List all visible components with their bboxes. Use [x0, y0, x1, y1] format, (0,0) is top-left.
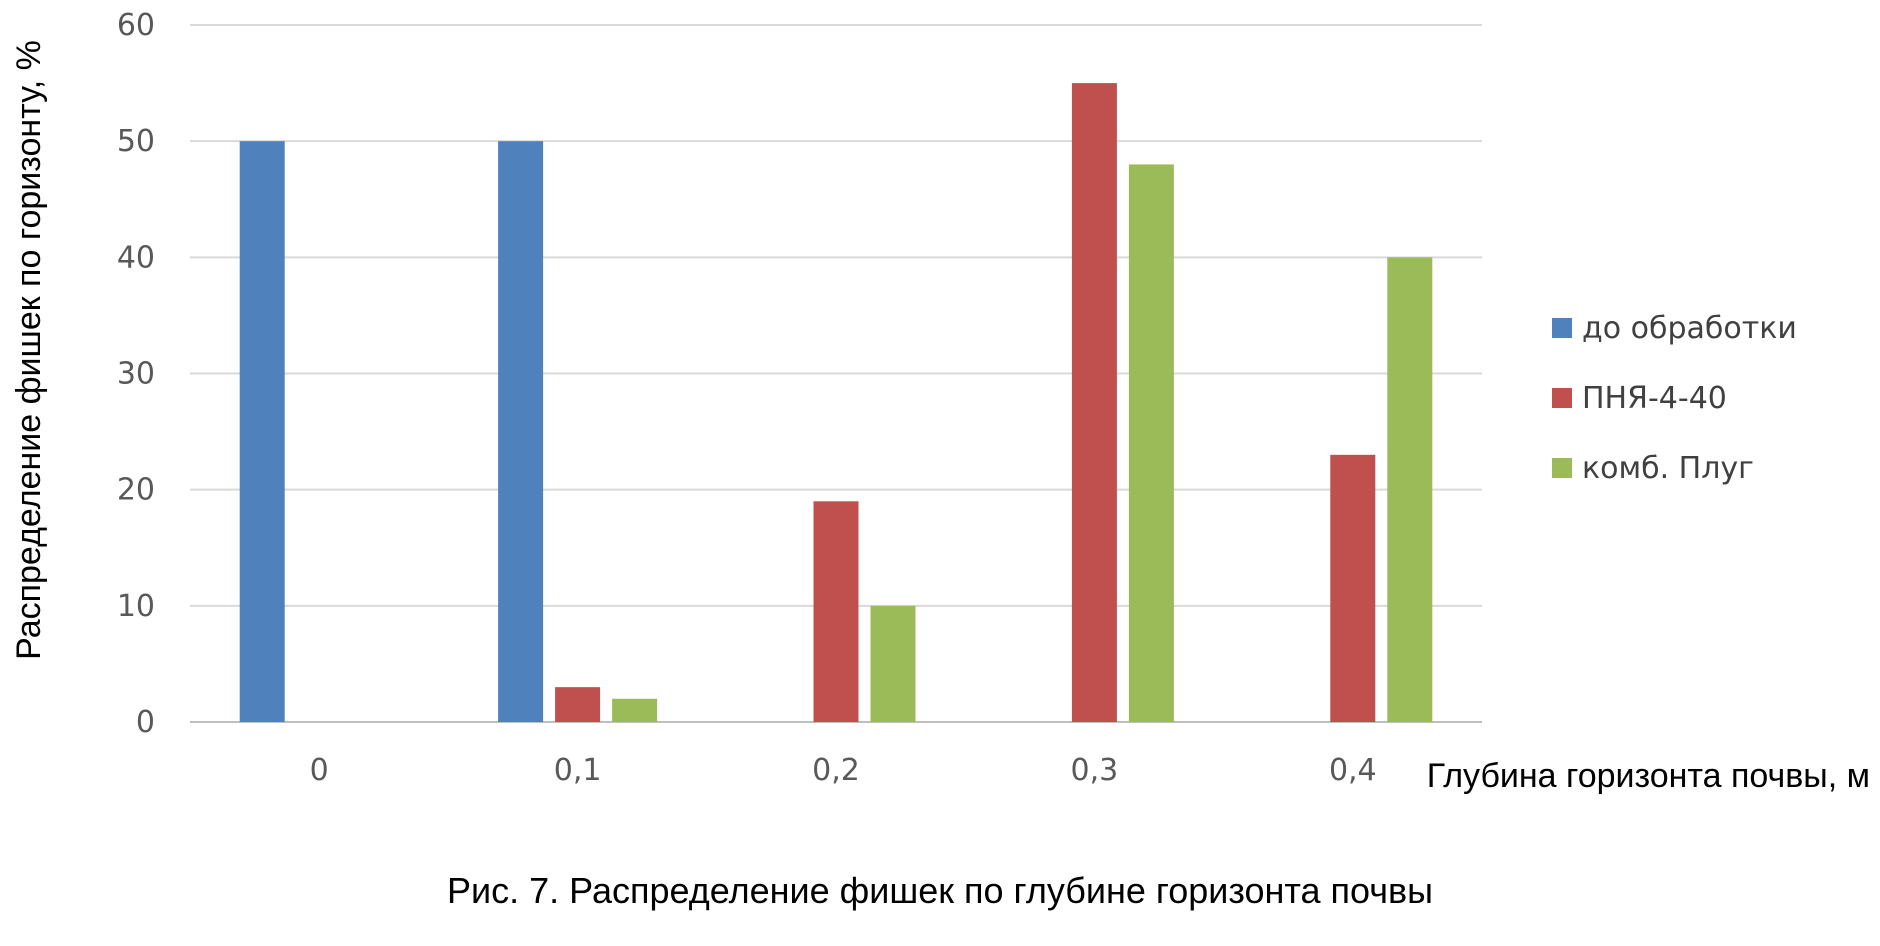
y-tick-labels: 0 10 20 30 40 50 60 — [117, 8, 155, 740]
gridlines — [190, 24, 1482, 723]
bar — [1330, 454, 1376, 722]
x-axis-title: Глубина горизонта почвы, м — [1427, 757, 1870, 795]
legend-label: ПНЯ-4-40 — [1582, 381, 1727, 416]
x-tick-label: 0 — [310, 753, 329, 788]
y-tick-label: 60 — [117, 8, 155, 43]
y-tick-label: 40 — [117, 240, 155, 275]
bar — [239, 141, 285, 722]
bar — [612, 698, 658, 722]
x-tick-label: 0,2 — [812, 753, 860, 788]
bar — [813, 501, 859, 722]
bar — [870, 605, 916, 722]
x-tick-label: 0,1 — [554, 753, 602, 788]
y-axis-title: Распределение фишек по горизонту, % — [10, 40, 48, 660]
x-tick-label: 0,4 — [1329, 753, 1377, 788]
figure-caption: Рис. 7. Распределение фишек по глубине г… — [447, 870, 1433, 911]
x-tick-labels: 0 0,1 0,2 0,3 0,4 — [310, 753, 1377, 788]
bar — [555, 687, 601, 722]
y-tick-label: 30 — [117, 357, 155, 392]
legend-swatch — [1552, 318, 1572, 338]
y-tick-label: 50 — [117, 124, 155, 159]
legend-label: до обработки — [1582, 311, 1797, 346]
y-tick-label: 20 — [117, 473, 155, 508]
legend-swatch — [1552, 388, 1572, 408]
y-tick-label: 10 — [117, 589, 155, 624]
bar — [1387, 257, 1433, 722]
legend: до обработки ПНЯ-4-40 комб. Плуг — [1552, 311, 1797, 486]
x-tick-label: 0,3 — [1071, 753, 1119, 788]
bar — [1071, 83, 1117, 723]
bar — [1128, 164, 1174, 722]
y-tick-label: 0 — [136, 705, 155, 740]
bar — [498, 141, 544, 722]
legend-swatch — [1552, 458, 1572, 478]
bars — [239, 83, 1433, 723]
legend-label: комб. Плуг — [1582, 451, 1754, 486]
